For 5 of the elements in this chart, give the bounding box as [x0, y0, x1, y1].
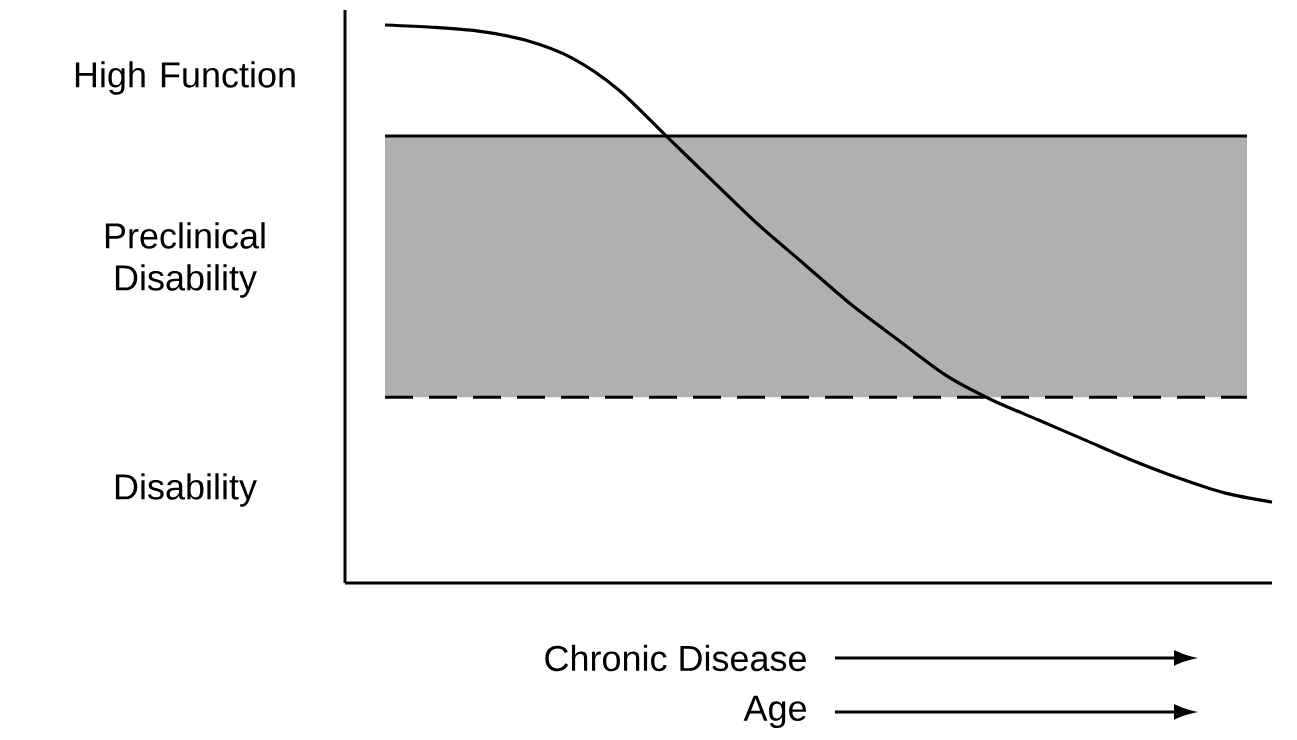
x-axis-title: Chronic Disease — [545, 644, 806, 672]
text: Age — [743, 695, 806, 729]
text: Disability — [115, 473, 257, 507]
text: Preclinical Disability — [105, 222, 265, 298]
text: High Function — [75, 61, 295, 95]
